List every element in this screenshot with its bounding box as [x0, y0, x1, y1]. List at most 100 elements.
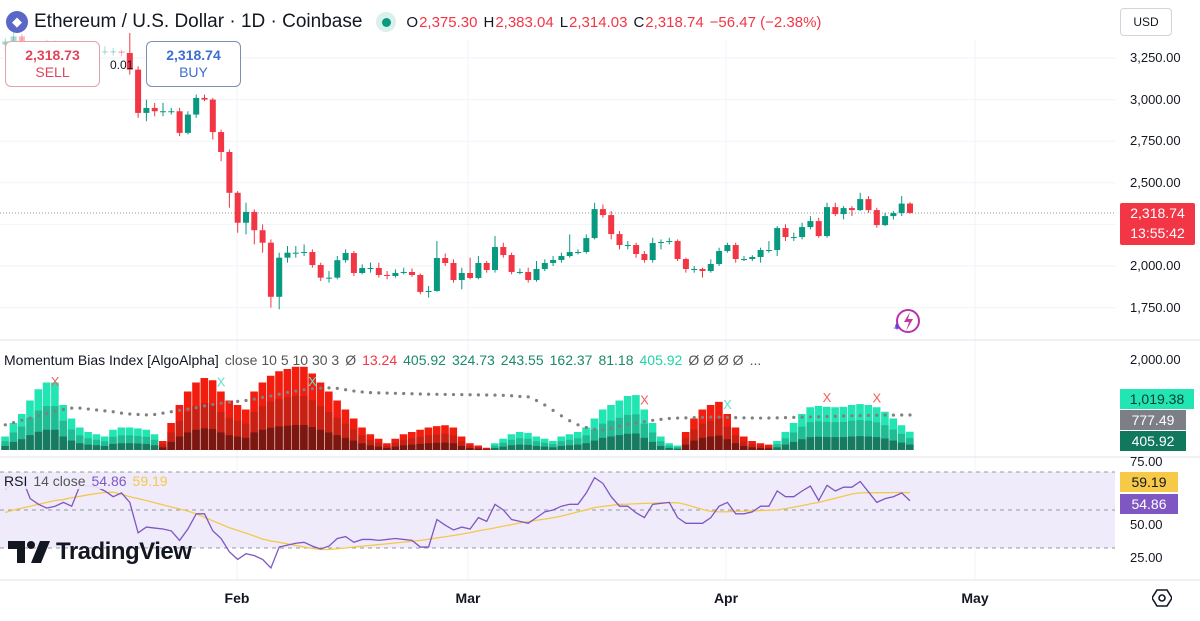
momentum-bar-core — [723, 439, 731, 450]
rsi-axis-label-75: 75.00 — [1130, 454, 1163, 469]
momentum-bar-core — [781, 444, 790, 450]
momentum-bar-inner — [17, 426, 26, 450]
momentum-bar-core — [540, 446, 549, 450]
rsi-params: 14 close — [33, 473, 86, 489]
momentum-average-dot — [460, 393, 464, 397]
candle-body — [873, 210, 880, 226]
symbol-title[interactable]: Ethereum / U.S. Dollar · 1D · Coinbase — [34, 11, 363, 32]
momentum-average-dot — [53, 409, 57, 413]
momentum-average-dot — [866, 413, 871, 417]
rsi-legend[interactable]: RSI 14 close 54.86 59.19 — [4, 473, 168, 489]
momentum-bar-core — [266, 427, 275, 450]
momentum-bar-inner — [872, 422, 881, 450]
momentum-average-dot — [3, 423, 7, 427]
momentum-average-dot — [310, 387, 314, 391]
momentum-bar-core — [142, 443, 150, 450]
momentum-bar-inner — [690, 429, 698, 450]
momentum-bar-inner — [773, 444, 781, 450]
momentum-bar-core — [648, 441, 657, 450]
candle-body — [765, 250, 772, 252]
momentum-bar-core — [515, 444, 524, 450]
momentum-bar-core — [258, 429, 267, 450]
momentum-bar-inner — [134, 435, 142, 450]
momentum-average-dot — [119, 411, 124, 415]
momentum-average-dot — [742, 416, 746, 420]
candle-body — [707, 264, 714, 271]
momentum-bar-inner — [839, 421, 848, 450]
rsi-ma-tag: 59.19 — [1120, 472, 1178, 492]
momentum-average-dot — [900, 413, 904, 417]
time-label-apr: Apr — [713, 590, 739, 606]
legend-value: 243.55 — [500, 352, 544, 368]
buy-button[interactable]: 2,318.74 BUY — [146, 41, 241, 87]
tradingview-logo[interactable]: TradingView — [8, 538, 192, 566]
momentum-bar-inner — [424, 435, 433, 450]
momentum-bar-inner — [217, 411, 225, 450]
momentum-bar-inner — [408, 438, 416, 450]
momentum-bar-inner — [590, 429, 599, 450]
high-value: 2,383.04 — [495, 13, 554, 31]
momentum-average-dot — [285, 390, 290, 394]
candle-body — [375, 267, 382, 275]
momentum-bar-core — [100, 445, 109, 450]
momentum-bar-core — [84, 444, 92, 450]
candle-body — [757, 250, 764, 258]
momentum-legend[interactable]: Momentum Bias Index [AlgoAlpha] close 10… — [4, 352, 761, 368]
settings-hexagon-icon[interactable] — [1151, 588, 1173, 613]
candle-body — [641, 254, 648, 261]
momentum-bar-inner — [432, 434, 441, 450]
momentum-bar-inner — [582, 435, 590, 450]
momentum-bar-inner — [84, 438, 92, 450]
sell-button[interactable]: 2,318.73 SELL — [5, 41, 100, 87]
momentum-average-dot — [634, 421, 638, 425]
momentum-bar-core — [192, 429, 200, 450]
candle-body — [400, 271, 407, 273]
momentum-bar-inner — [457, 441, 466, 450]
ethereum-icon: ◆ — [6, 11, 28, 33]
momentum-average-dot — [103, 409, 107, 413]
momentum-signal-marker: X — [51, 374, 60, 389]
momentum-average-dot — [385, 391, 389, 395]
momentum-bar-inner — [159, 444, 167, 450]
legend-value: 162.37 — [549, 352, 593, 368]
currency-button[interactable]: USD — [1120, 8, 1172, 36]
candle-body — [682, 259, 689, 269]
candle-body — [500, 247, 507, 256]
momentum-average-dot — [28, 416, 32, 420]
candle-body — [790, 237, 797, 239]
momentum-average-dot — [510, 394, 514, 398]
momentum-bar-inner — [598, 423, 607, 450]
momentum-bar-core — [847, 436, 856, 450]
momentum-average-dot — [335, 386, 339, 390]
momentum-bar-inner — [781, 438, 790, 450]
momentum-bar-core — [283, 425, 292, 450]
momentum-average-dot — [327, 386, 331, 390]
momentum-bar-core — [690, 440, 698, 450]
momentum-average-dot — [651, 418, 655, 422]
candle-body — [516, 271, 523, 273]
candle-body — [110, 51, 117, 53]
lightning-sparkle-icon[interactable] — [890, 306, 924, 341]
legend-more-button[interactable]: ... — [749, 352, 762, 368]
candle-body — [741, 259, 747, 261]
momentum-bar-inner — [565, 439, 574, 450]
momentum-bar-inner — [183, 411, 192, 450]
momentum-average-dot — [883, 413, 887, 417]
price-tick-label: 1,750.00 — [1130, 299, 1181, 315]
momentum-average-dot — [667, 416, 671, 421]
momentum-average-tag: 777.49 — [1120, 410, 1186, 430]
momentum-bar-inner — [67, 429, 76, 450]
momentum-bar-core — [9, 441, 18, 450]
momentum-average-dot — [485, 393, 489, 397]
momentum-bar-core — [76, 443, 84, 450]
candle-body — [101, 51, 108, 53]
momentum-bar-core — [325, 432, 333, 450]
momentum-average-dot — [128, 412, 132, 416]
momentum-bar-inner — [756, 445, 765, 450]
momentum-bar-inner — [466, 445, 474, 450]
momentum-average-dot — [186, 407, 190, 411]
momentum-bar-inner — [416, 436, 424, 450]
candle-body — [350, 253, 357, 273]
momentum-average-dot — [750, 416, 754, 420]
